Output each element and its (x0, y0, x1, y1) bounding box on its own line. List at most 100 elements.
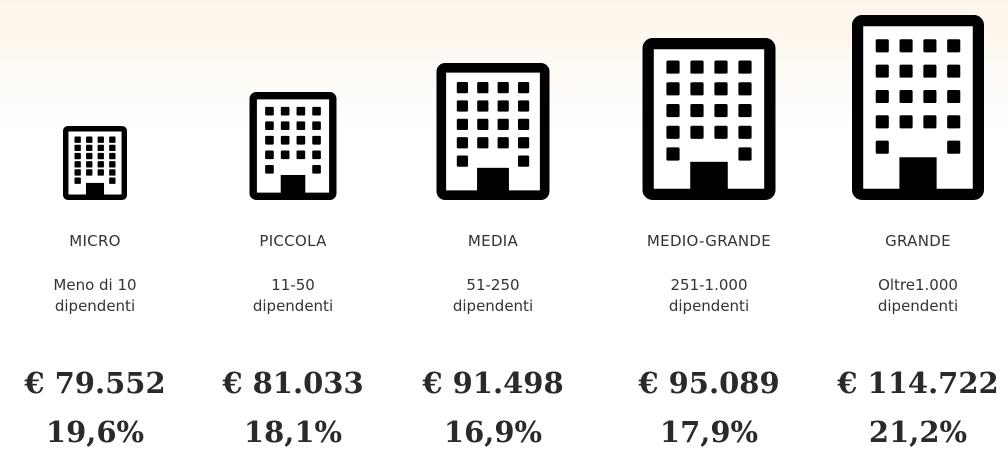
window (477, 118, 489, 130)
window (875, 64, 889, 78)
window (86, 161, 93, 168)
window (899, 39, 913, 53)
window (312, 165, 321, 174)
window (947, 39, 961, 53)
door (85, 182, 105, 196)
window (109, 161, 116, 168)
window (690, 60, 704, 74)
window (86, 136, 93, 143)
window (109, 152, 116, 160)
window (738, 125, 752, 139)
door (899, 157, 937, 190)
size-name: MEDIA (468, 232, 519, 250)
window (86, 144, 93, 152)
window (74, 169, 81, 176)
share: 17,9% (660, 415, 758, 449)
amount: € 91.498 (421, 366, 563, 400)
window (714, 82, 728, 96)
window (477, 137, 489, 149)
window (280, 135, 290, 145)
window (296, 150, 306, 160)
size-name: GRANDE (885, 232, 951, 250)
window (456, 118, 469, 130)
employee-range: Meno di 10 (53, 276, 136, 294)
window (86, 152, 93, 160)
share: 19,6% (46, 415, 144, 449)
building-icon (642, 38, 776, 201)
window (497, 100, 509, 112)
window (280, 106, 290, 116)
window (97, 161, 104, 168)
window (899, 64, 913, 78)
building-icon (436, 62, 550, 200)
amount: € 114.722 (836, 366, 998, 400)
window (74, 177, 81, 184)
employee-range: 11-50 (271, 276, 315, 294)
employee-range: 51-250 (466, 276, 519, 294)
window (923, 115, 937, 129)
window (280, 121, 290, 131)
window (666, 82, 680, 96)
window (497, 118, 509, 130)
window (517, 100, 530, 112)
window (497, 82, 509, 94)
window (714, 103, 728, 118)
building-icon (851, 15, 984, 200)
window (97, 152, 104, 160)
window (265, 150, 274, 160)
amount: € 81.033 (221, 366, 363, 400)
window (690, 82, 704, 96)
window (312, 150, 321, 160)
window (899, 115, 913, 129)
door (477, 167, 509, 192)
window (109, 136, 116, 143)
window (312, 135, 321, 145)
window (97, 169, 104, 176)
window (690, 125, 704, 139)
window (456, 137, 469, 149)
window (74, 161, 81, 168)
window (477, 100, 489, 112)
door (690, 161, 728, 190)
window (923, 64, 937, 78)
window (666, 103, 680, 118)
window (738, 147, 752, 161)
building-icon (63, 126, 128, 200)
window (312, 121, 321, 131)
window (296, 135, 306, 145)
window (666, 125, 680, 139)
employee-range: 251-1.000 (671, 276, 748, 294)
window (280, 150, 290, 160)
texts: MICRO Meno di 10 dipendenti € 79.552 19,6% PI… (23, 232, 998, 449)
employee-range: dipendenti (878, 297, 958, 315)
window (265, 135, 274, 145)
window (947, 115, 961, 129)
window (517, 82, 530, 94)
window (109, 144, 116, 152)
window (947, 140, 961, 154)
window (875, 39, 889, 53)
size-name: MICRO (69, 232, 121, 250)
window (923, 39, 937, 53)
icons (63, 15, 984, 201)
window (97, 136, 104, 143)
window (517, 155, 530, 167)
share: 18,1% (244, 415, 342, 449)
window (947, 89, 961, 104)
window (97, 144, 104, 152)
employee-range: dipendenti (669, 297, 749, 315)
window (265, 106, 274, 116)
building-icon (249, 92, 337, 201)
window (109, 177, 116, 184)
share: 21,2% (869, 415, 967, 449)
window (456, 155, 469, 167)
window (738, 103, 752, 118)
amount: € 95.089 (637, 366, 779, 400)
window (86, 169, 93, 176)
window (899, 89, 913, 104)
window (296, 121, 306, 131)
employee-range: Oltre1.000 (878, 276, 958, 294)
window (875, 115, 889, 129)
window (738, 60, 752, 74)
